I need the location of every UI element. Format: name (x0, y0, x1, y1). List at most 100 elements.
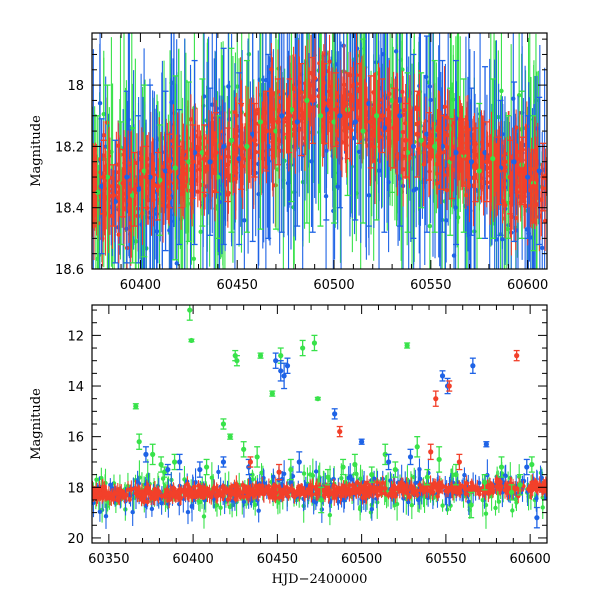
cloud-point (411, 107, 417, 112)
data-point (172, 165, 178, 171)
data-point (337, 113, 343, 119)
data-point (468, 159, 475, 165)
cloud-point (444, 188, 450, 193)
cloud-point (220, 139, 226, 144)
data-point (344, 113, 351, 119)
data-point (286, 113, 293, 119)
cloud-point (542, 218, 547, 224)
cloud-point (311, 498, 316, 504)
cloud-point (188, 167, 194, 172)
cloud-point (266, 158, 272, 164)
cloud-point (101, 132, 107, 138)
cloud-point (271, 474, 276, 479)
data-point (178, 174, 184, 180)
cloud-point (487, 180, 493, 185)
cloud-point (480, 145, 486, 150)
cloud-point (127, 198, 132, 203)
cloud-point (184, 171, 189, 176)
data-point (190, 159, 196, 165)
cloud-point (108, 482, 113, 488)
data-point (92, 186, 97, 192)
cloud-point (427, 223, 433, 229)
data-point (155, 183, 161, 189)
data-point (507, 174, 513, 180)
data-point (530, 183, 537, 189)
data-point (135, 186, 142, 192)
data-point (403, 137, 409, 143)
data-point (360, 128, 366, 134)
cloud-point (226, 84, 231, 89)
cloud-point (195, 189, 201, 194)
cloud-point (231, 169, 237, 175)
data-point (352, 119, 358, 125)
cloud-point (364, 119, 370, 124)
data-point (120, 180, 126, 186)
y-axis-label: Magnitude (29, 115, 44, 187)
cloud-point (149, 506, 155, 512)
data-point (298, 107, 304, 113)
cloud-point (103, 514, 109, 519)
dense-observation-cloud (92, 458, 547, 529)
y-tick-label: 18.2 (55, 140, 84, 155)
cloud-point (440, 503, 445, 508)
data-point (162, 168, 169, 174)
data-point (418, 137, 424, 143)
cloud-point (428, 97, 433, 103)
cloud-point (462, 472, 467, 478)
cloud-point (185, 509, 191, 515)
cloud-point (128, 487, 134, 493)
cloud-point (503, 203, 508, 208)
cloud-point (347, 73, 353, 78)
cloud-point (256, 107, 261, 112)
data-point (317, 113, 324, 119)
cloud-point (435, 127, 440, 133)
cloud-point (407, 119, 412, 125)
cloud-point (407, 494, 412, 500)
data-point (207, 159, 213, 165)
cloud-point (434, 171, 440, 176)
cloud-point (281, 471, 287, 477)
data-point (356, 100, 362, 107)
cloud-point (171, 144, 176, 150)
data-point (397, 113, 403, 119)
cloud-point (387, 91, 392, 97)
cloud-point (349, 83, 355, 89)
cloud-point (445, 507, 450, 512)
cloud-point (310, 28, 314, 32)
data-point (410, 143, 417, 150)
cloud-point (503, 165, 508, 170)
data-point (228, 137, 235, 143)
data-point (252, 137, 258, 143)
cloud-point (491, 488, 496, 493)
cloud-point (371, 124, 376, 130)
cloud-point (331, 208, 336, 214)
data-point (495, 168, 502, 174)
data-point (104, 174, 111, 180)
data-point (263, 128, 269, 134)
x-tick-label: 60550 (410, 278, 451, 293)
cloud-point (421, 142, 426, 147)
cloud-point (110, 213, 115, 219)
data-point (368, 119, 374, 125)
data-point (333, 107, 339, 113)
y-tick-label: 18.4 (55, 202, 84, 217)
cloud-point (130, 509, 135, 515)
cloud-point (417, 467, 422, 472)
cloud-point (307, 472, 313, 477)
cloud-point (423, 150, 429, 155)
cloud-point (301, 471, 307, 476)
data-point (166, 168, 173, 174)
data-point (461, 149, 467, 156)
cloud-point (400, 89, 405, 95)
cloud-point (534, 496, 539, 501)
cloud-point (116, 232, 121, 237)
data-point (257, 119, 264, 125)
data-point (374, 113, 380, 119)
cloud-point (372, 91, 377, 97)
cloud-point (447, 123, 452, 128)
cloud-point (327, 512, 333, 518)
data-point (244, 143, 250, 150)
cloud-point (233, 110, 238, 115)
data-point (432, 143, 438, 150)
cloud-point (204, 151, 209, 156)
